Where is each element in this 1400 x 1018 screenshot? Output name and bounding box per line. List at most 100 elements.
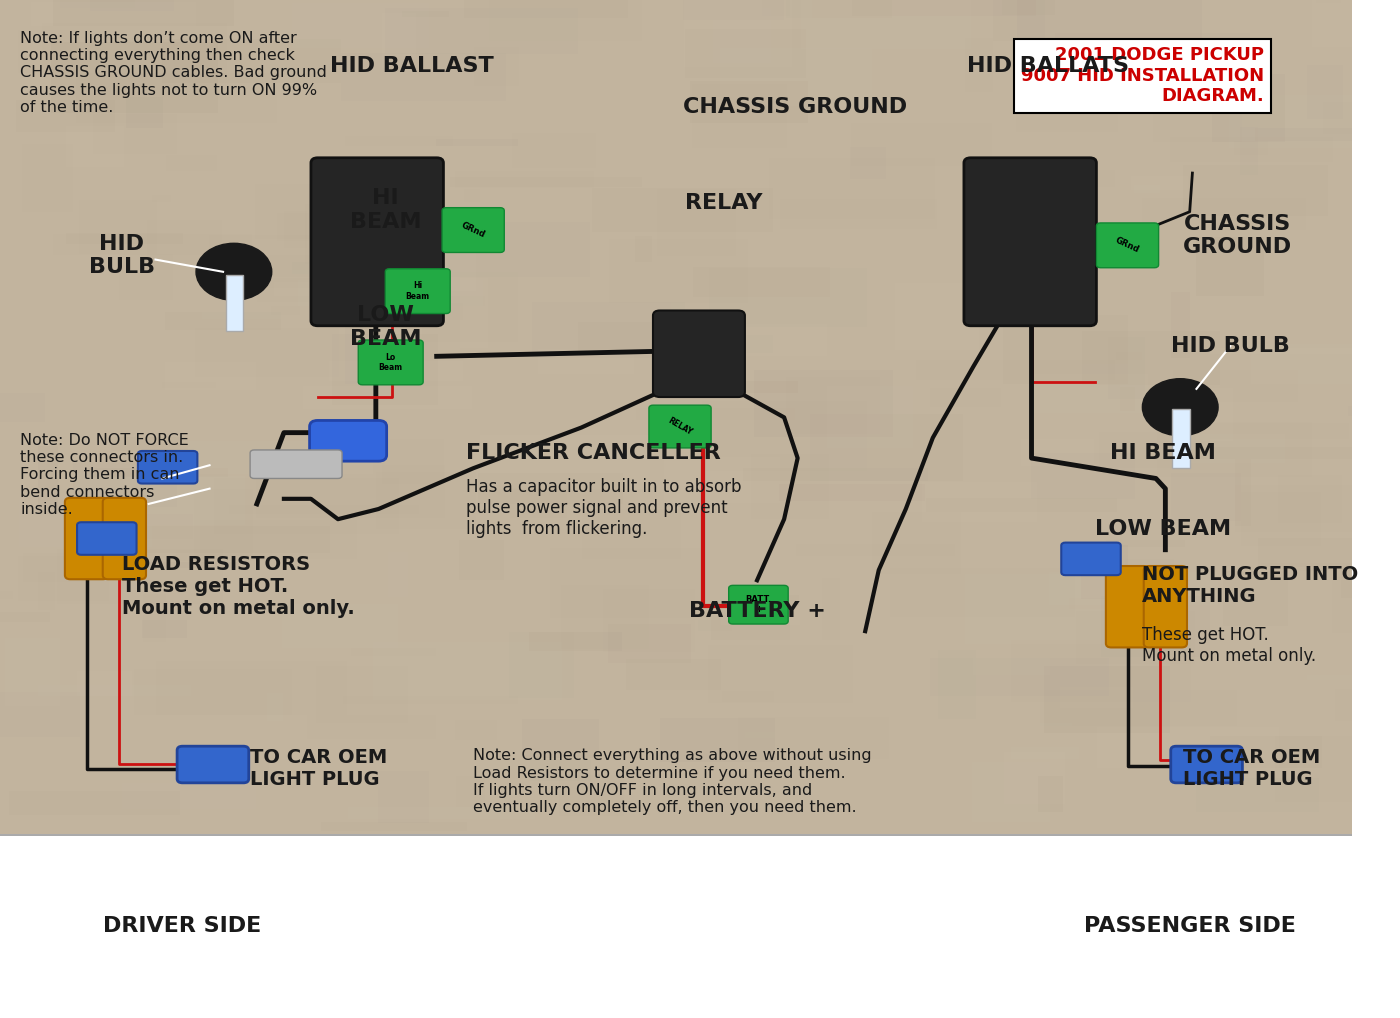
Bar bbox=[1329, 395, 1400, 445]
Bar bbox=[0, 53, 18, 79]
Bar bbox=[787, 0, 892, 17]
Bar bbox=[578, 322, 659, 352]
Bar bbox=[203, 270, 315, 320]
Text: HI
BEAM: HI BEAM bbox=[350, 188, 421, 231]
Bar bbox=[192, 271, 231, 326]
Bar bbox=[87, 87, 204, 103]
Bar bbox=[717, 522, 846, 575]
Bar bbox=[1120, 387, 1135, 411]
Bar bbox=[1172, 409, 1190, 468]
Bar bbox=[0, 86, 36, 151]
Text: TO CAR OEM
LIGHT PLUG: TO CAR OEM LIGHT PLUG bbox=[251, 748, 388, 789]
Bar bbox=[983, 314, 1021, 377]
Bar bbox=[461, 278, 489, 347]
Bar bbox=[1100, 596, 1210, 657]
Bar bbox=[930, 388, 1001, 407]
Bar bbox=[938, 651, 976, 720]
Bar bbox=[203, 278, 405, 288]
Bar bbox=[797, 544, 955, 556]
Bar bbox=[1162, 117, 1299, 159]
Bar bbox=[882, 632, 945, 699]
Bar bbox=[519, 247, 697, 316]
Bar bbox=[76, 73, 277, 123]
Bar bbox=[0, 393, 45, 422]
Bar bbox=[420, 709, 553, 762]
Bar bbox=[851, 123, 993, 166]
Bar bbox=[0, 835, 1352, 1018]
Bar bbox=[770, 596, 799, 606]
Bar bbox=[1323, 102, 1400, 133]
Bar bbox=[1131, 176, 1189, 189]
Bar bbox=[248, 751, 269, 781]
Bar bbox=[143, 595, 165, 641]
Bar bbox=[1002, 318, 1197, 348]
Bar bbox=[256, 165, 384, 177]
Bar bbox=[603, 471, 669, 508]
Bar bbox=[1060, 74, 1189, 113]
Bar bbox=[209, 235, 398, 277]
Bar bbox=[1096, 727, 1280, 768]
Bar bbox=[1102, 609, 1116, 624]
Bar bbox=[886, 333, 1037, 370]
Bar bbox=[872, 512, 962, 574]
Bar bbox=[683, 0, 784, 20]
Bar bbox=[57, 549, 223, 604]
Bar bbox=[809, 413, 963, 480]
Bar bbox=[1091, 0, 1133, 10]
Bar bbox=[66, 233, 182, 244]
Bar bbox=[720, 48, 872, 106]
Bar bbox=[1081, 410, 1280, 442]
Bar bbox=[655, 325, 826, 356]
Bar bbox=[627, 446, 664, 515]
Bar bbox=[162, 382, 216, 388]
Bar bbox=[921, 482, 1037, 521]
Bar bbox=[665, 117, 801, 168]
Bar bbox=[1308, 542, 1400, 588]
Bar bbox=[1021, 439, 1093, 465]
Bar bbox=[638, 412, 668, 423]
Bar bbox=[330, 242, 402, 282]
Bar bbox=[220, 189, 384, 206]
Bar bbox=[53, 234, 252, 254]
FancyBboxPatch shape bbox=[1170, 746, 1242, 783]
Bar bbox=[228, 505, 419, 514]
Bar bbox=[801, 0, 972, 49]
Bar bbox=[143, 620, 188, 638]
Bar bbox=[560, 775, 623, 816]
Bar bbox=[1261, 563, 1371, 571]
Bar bbox=[18, 497, 153, 547]
Bar bbox=[274, 31, 437, 42]
Bar bbox=[1201, 384, 1400, 394]
Bar bbox=[505, 344, 556, 363]
Bar bbox=[1275, 736, 1400, 802]
Bar bbox=[307, 0, 347, 11]
Bar bbox=[1156, 421, 1312, 476]
FancyBboxPatch shape bbox=[442, 208, 504, 252]
Bar bbox=[1173, 434, 1285, 463]
Bar bbox=[1060, 686, 1133, 709]
Bar bbox=[71, 562, 245, 568]
Bar bbox=[1278, 475, 1343, 523]
Bar bbox=[388, 552, 409, 597]
Text: HID BALLAST: HID BALLAST bbox=[330, 56, 494, 76]
Bar bbox=[122, 783, 256, 808]
Bar bbox=[994, 0, 1046, 42]
Bar bbox=[1245, 752, 1295, 760]
Bar bbox=[1099, 433, 1184, 468]
Bar bbox=[1324, 236, 1362, 287]
Bar bbox=[1053, 562, 1099, 613]
Bar bbox=[1197, 388, 1232, 441]
Text: CHASSIS
GROUND: CHASSIS GROUND bbox=[1183, 214, 1292, 257]
Bar bbox=[455, 171, 594, 188]
Bar bbox=[1252, 344, 1400, 384]
Bar bbox=[92, 114, 178, 154]
Bar bbox=[111, 437, 188, 451]
Bar bbox=[685, 0, 791, 67]
Bar bbox=[602, 588, 694, 653]
Bar bbox=[599, 93, 631, 130]
Bar bbox=[378, 771, 428, 823]
Bar bbox=[1225, 289, 1305, 341]
Bar bbox=[126, 514, 193, 539]
Bar bbox=[1310, 123, 1364, 139]
Bar bbox=[1040, 690, 1236, 726]
